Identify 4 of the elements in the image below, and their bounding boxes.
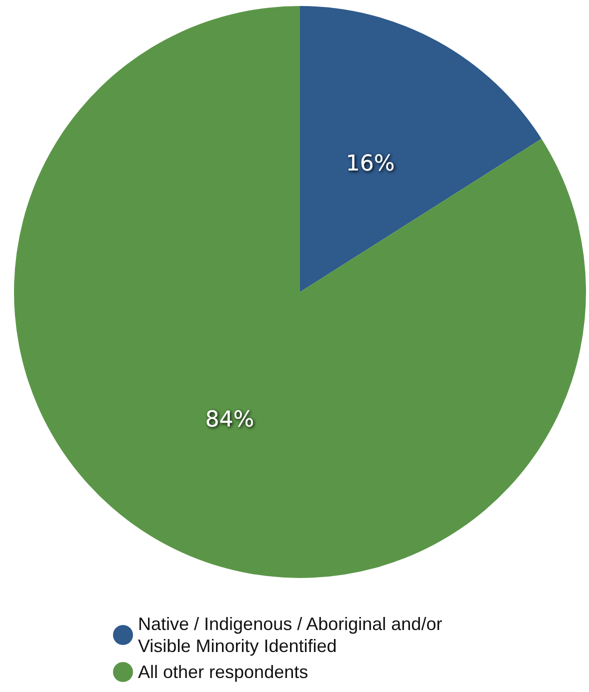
data-label: 16% [346, 152, 395, 177]
legend-label: All other respondents [138, 662, 308, 682]
legend-label: Native / Indigenous / Aboriginal and/or Visible Minority Identified [138, 614, 448, 656]
data-label: 84% [205, 407, 254, 432]
